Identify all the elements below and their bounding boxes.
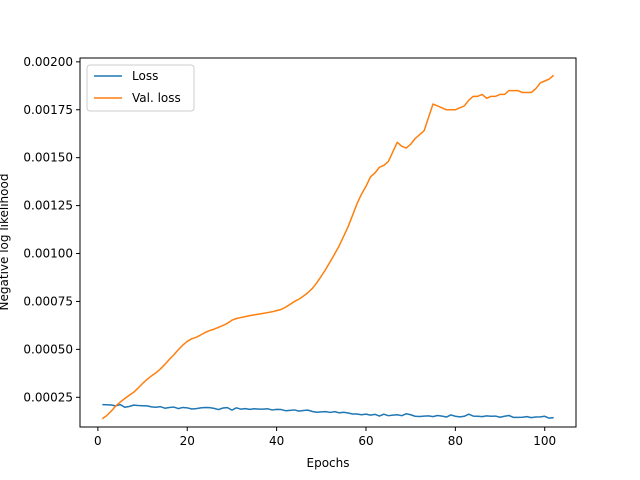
plot-frame (79, 57, 577, 428)
x-tick-label: 60 (358, 434, 373, 448)
y-axis-label: Negative log likelihood (0, 174, 11, 311)
x-tick-label: 40 (269, 434, 284, 448)
y-tick-label: 0.00200 (23, 55, 73, 69)
plot-background (80, 58, 576, 427)
x-tick-label: 20 (180, 434, 195, 448)
y-tick-label: 0.00050 (23, 342, 73, 356)
y-tick-label: 0.00175 (23, 103, 73, 117)
y-axis: 0.00025 0.00050 0.00075 0.00100 0.00125 0.001… (23, 55, 80, 404)
y-tick-label: 0.00075 (23, 294, 73, 308)
y-tick-label: 0.00025 (23, 390, 73, 404)
y-tick-label: 0.00150 (23, 151, 73, 165)
x-tick-label: 0 (94, 434, 102, 448)
legend-label-loss: Loss (132, 69, 158, 83)
x-tick-label: 80 (448, 434, 463, 448)
x-tick-label: 100 (533, 434, 556, 448)
series-layer (101, 74, 555, 420)
legend: Loss Val. loss (86, 64, 195, 112)
x-axis-label: Epochs (307, 456, 350, 470)
series-line-loss (102, 403, 554, 419)
legend-label-val-loss: Val. loss (132, 91, 181, 105)
series-line-val-loss (101, 74, 555, 420)
x-axis: 0 20 40 60 80 100 (94, 427, 556, 448)
y-tick-label: 0.00125 (23, 199, 73, 213)
y-tick-label: 0.00100 (23, 247, 73, 261)
